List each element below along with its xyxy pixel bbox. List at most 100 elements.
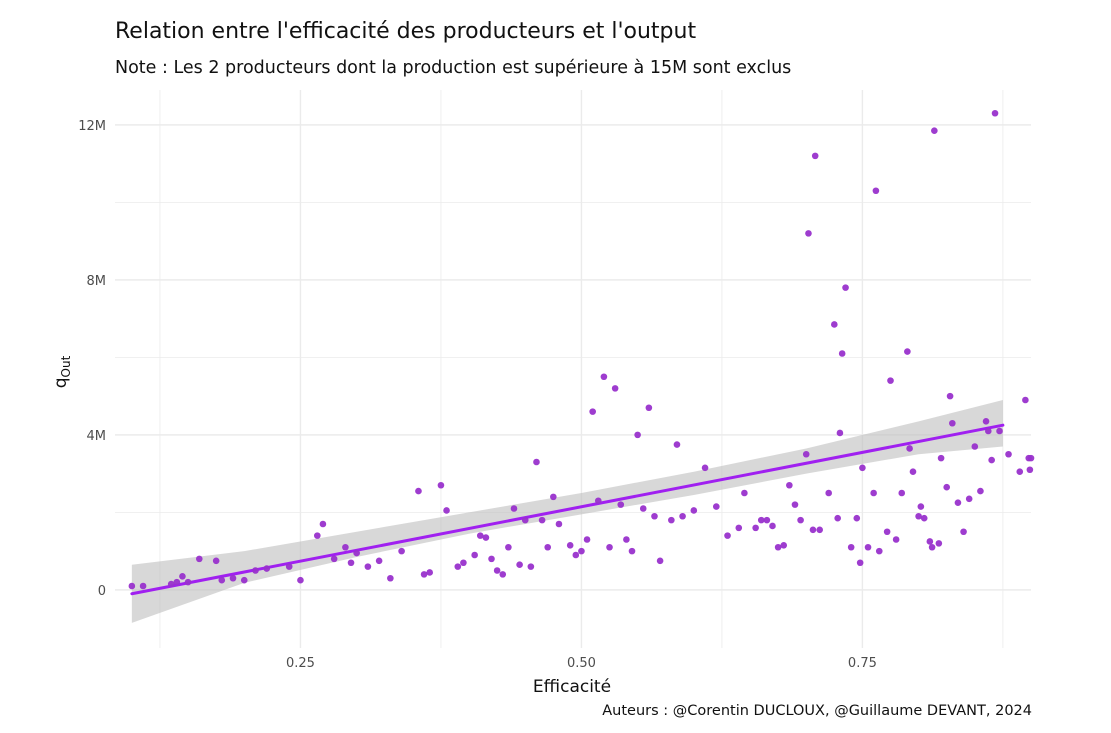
data-point bbox=[460, 559, 467, 567]
data-point bbox=[982, 418, 990, 425]
points-group bbox=[128, 109, 1035, 590]
data-point bbox=[909, 468, 917, 475]
data-point bbox=[499, 571, 507, 578]
data-point bbox=[935, 540, 943, 547]
data-point bbox=[139, 582, 147, 590]
data-point bbox=[488, 555, 495, 563]
data-point bbox=[937, 454, 945, 462]
data-point bbox=[651, 512, 658, 520]
data-point bbox=[330, 555, 338, 563]
data-point bbox=[915, 512, 922, 520]
regression-line bbox=[130, 423, 1005, 596]
data-point bbox=[673, 441, 681, 448]
data-point bbox=[920, 514, 928, 522]
data-point bbox=[838, 350, 846, 357]
data-point bbox=[516, 561, 523, 568]
chart-caption: Auteurs : @Corentin DUCLOUX, @Guillaume … bbox=[602, 703, 1032, 719]
data-point bbox=[701, 464, 709, 472]
data-point bbox=[314, 532, 321, 539]
y-axis-title-main: q bbox=[51, 377, 71, 388]
data-point bbox=[229, 574, 237, 582]
y-tick-label: 8M bbox=[87, 274, 107, 289]
x-tick-label: 0.25 bbox=[286, 656, 315, 671]
y-axis-title: qOut bbox=[51, 355, 73, 388]
data-point bbox=[342, 543, 349, 551]
data-point bbox=[757, 516, 765, 524]
data-point bbox=[387, 574, 394, 582]
data-point bbox=[946, 392, 954, 400]
data-point bbox=[949, 419, 956, 427]
data-point bbox=[493, 567, 501, 574]
data-point bbox=[954, 499, 962, 506]
data-point bbox=[527, 563, 535, 570]
data-point bbox=[173, 578, 181, 586]
data-point bbox=[842, 284, 849, 291]
data-point bbox=[550, 493, 557, 501]
data-point bbox=[887, 377, 894, 384]
data-point bbox=[297, 576, 304, 584]
data-point bbox=[544, 543, 552, 551]
data-point bbox=[1026, 466, 1034, 474]
data-point bbox=[769, 522, 776, 530]
data-point bbox=[805, 230, 812, 237]
data-point bbox=[179, 573, 186, 580]
data-point bbox=[859, 464, 866, 472]
data-point bbox=[679, 512, 686, 520]
data-point bbox=[883, 528, 891, 536]
data-point bbox=[319, 520, 327, 528]
data-point bbox=[252, 567, 259, 574]
data-point bbox=[977, 487, 984, 495]
data-point bbox=[128, 582, 136, 590]
data-point bbox=[996, 427, 1003, 435]
data-point bbox=[454, 563, 462, 570]
data-point bbox=[1005, 450, 1012, 458]
data-point bbox=[735, 524, 743, 532]
y-tick-label: 0 bbox=[98, 584, 106, 599]
data-point bbox=[690, 507, 698, 514]
data-point bbox=[617, 501, 625, 508]
data-point bbox=[971, 443, 979, 450]
data-point bbox=[836, 429, 844, 437]
data-point bbox=[847, 543, 855, 551]
data-point bbox=[471, 551, 478, 559]
data-point bbox=[763, 516, 771, 524]
data-point bbox=[872, 187, 880, 195]
data-point bbox=[965, 495, 973, 503]
data-point bbox=[797, 516, 804, 524]
data-point bbox=[195, 555, 203, 563]
data-point bbox=[583, 536, 591, 543]
data-point bbox=[167, 580, 175, 588]
data-point bbox=[926, 538, 934, 545]
data-point bbox=[263, 565, 271, 572]
data-point bbox=[875, 547, 883, 555]
data-point bbox=[1027, 454, 1035, 462]
data-point bbox=[505, 543, 512, 551]
data-point bbox=[538, 516, 546, 524]
data-point bbox=[892, 536, 900, 543]
data-point bbox=[917, 503, 925, 510]
confidence-band bbox=[131, 400, 1003, 623]
data-point bbox=[931, 127, 938, 134]
data-point bbox=[1016, 468, 1024, 475]
data-point bbox=[741, 489, 748, 497]
data-point bbox=[420, 571, 428, 578]
data-point bbox=[988, 456, 995, 464]
data-point bbox=[853, 514, 861, 522]
data-point bbox=[639, 505, 647, 512]
data-point bbox=[443, 507, 450, 514]
data-point bbox=[184, 578, 192, 586]
fit-line-group bbox=[130, 423, 1005, 596]
data-point bbox=[240, 576, 248, 584]
data-point bbox=[898, 489, 906, 497]
data-point bbox=[426, 569, 433, 576]
data-point bbox=[811, 152, 819, 160]
data-point bbox=[437, 481, 445, 489]
data-point bbox=[623, 536, 630, 543]
data-point bbox=[786, 481, 793, 489]
data-point bbox=[285, 563, 293, 570]
data-point bbox=[398, 547, 405, 555]
data-point bbox=[533, 458, 540, 466]
data-point bbox=[928, 543, 936, 551]
y-tick-label: 4M bbox=[87, 429, 107, 444]
data-point bbox=[780, 542, 788, 549]
